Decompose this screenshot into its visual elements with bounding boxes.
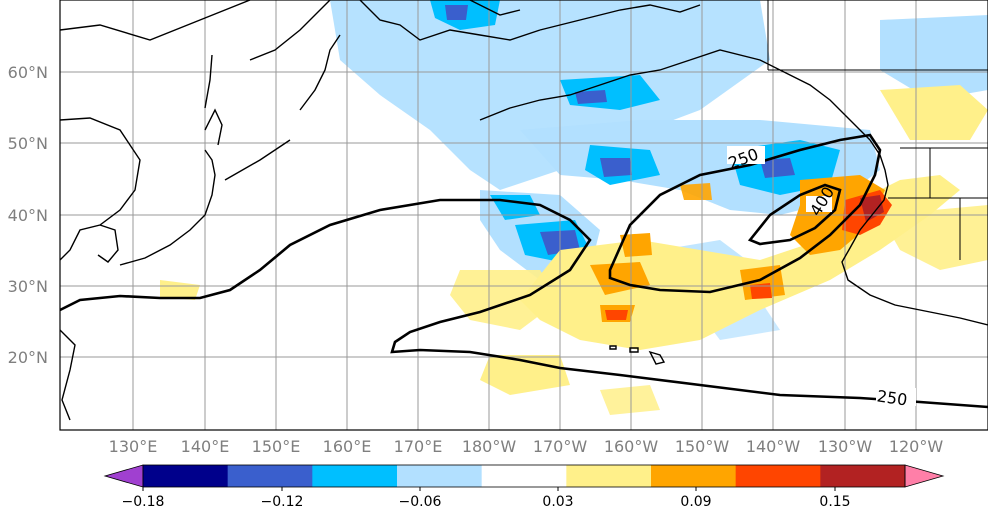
lon-label: 170°E [394,437,443,456]
colorbar-frame [142,464,906,488]
contour-label-250-south: 250 [876,386,909,409]
colorbar-label: 0.15 [819,494,850,510]
lon-label: 170°W [533,437,588,456]
lon-label: 120°W [889,437,944,456]
borders [767,0,988,260]
colorbar-extend-max [904,464,945,488]
lon-label: 150°W [675,437,730,456]
lat-label-20n: 20°N [8,348,48,367]
colorbar-segment [227,465,313,487]
colorbar-extend-min [103,464,144,488]
lat-label-40n: 40°N [8,206,48,225]
lon-label: 140°E [181,437,230,456]
colorbar-segment [735,465,821,487]
lon-label: 150°E [252,437,301,456]
colorbar-segment [481,465,567,487]
colorbar-label: −0.12 [261,494,304,510]
lat-label-60n: 60°N [8,63,48,82]
colorbar-segment [397,465,483,487]
colorbar-segment [143,465,229,487]
latitude-labels: 60°N 50°N 40°N 30°N 20°N [8,63,48,367]
lon-label: 140°W [746,437,801,456]
lon-label: 130°E [109,437,158,456]
colorbar-segment [312,465,398,487]
lon-label: 130°W [818,437,873,456]
contours [59,133,988,409]
lon-label: 180°W [462,437,517,456]
colorbar-labels: −0.18 −0.12 −0.06 0.03 0.09 0.15 [122,494,851,510]
colorbar-segment [651,465,737,487]
graticule [60,0,988,430]
lon-label: 160°W [604,437,659,456]
colorbar-label: −0.18 [122,494,165,510]
colorbar [103,464,945,491]
lon-label: 160°E [323,437,372,456]
colorbar-segment [820,465,906,487]
lat-label-30n: 30°N [8,277,48,296]
colorbar-label: −0.06 [399,494,442,510]
map-frame [59,0,988,431]
longitude-labels: 130°E 140°E 150°E 160°E 170°E 180°W 170°… [109,437,944,456]
coastlines [59,0,988,421]
colorbar-label: 0.03 [542,494,573,510]
colorbar-label: 0.09 [680,494,711,510]
lat-label-50n: 50°N [8,134,48,153]
colorbar-segment [566,465,652,487]
